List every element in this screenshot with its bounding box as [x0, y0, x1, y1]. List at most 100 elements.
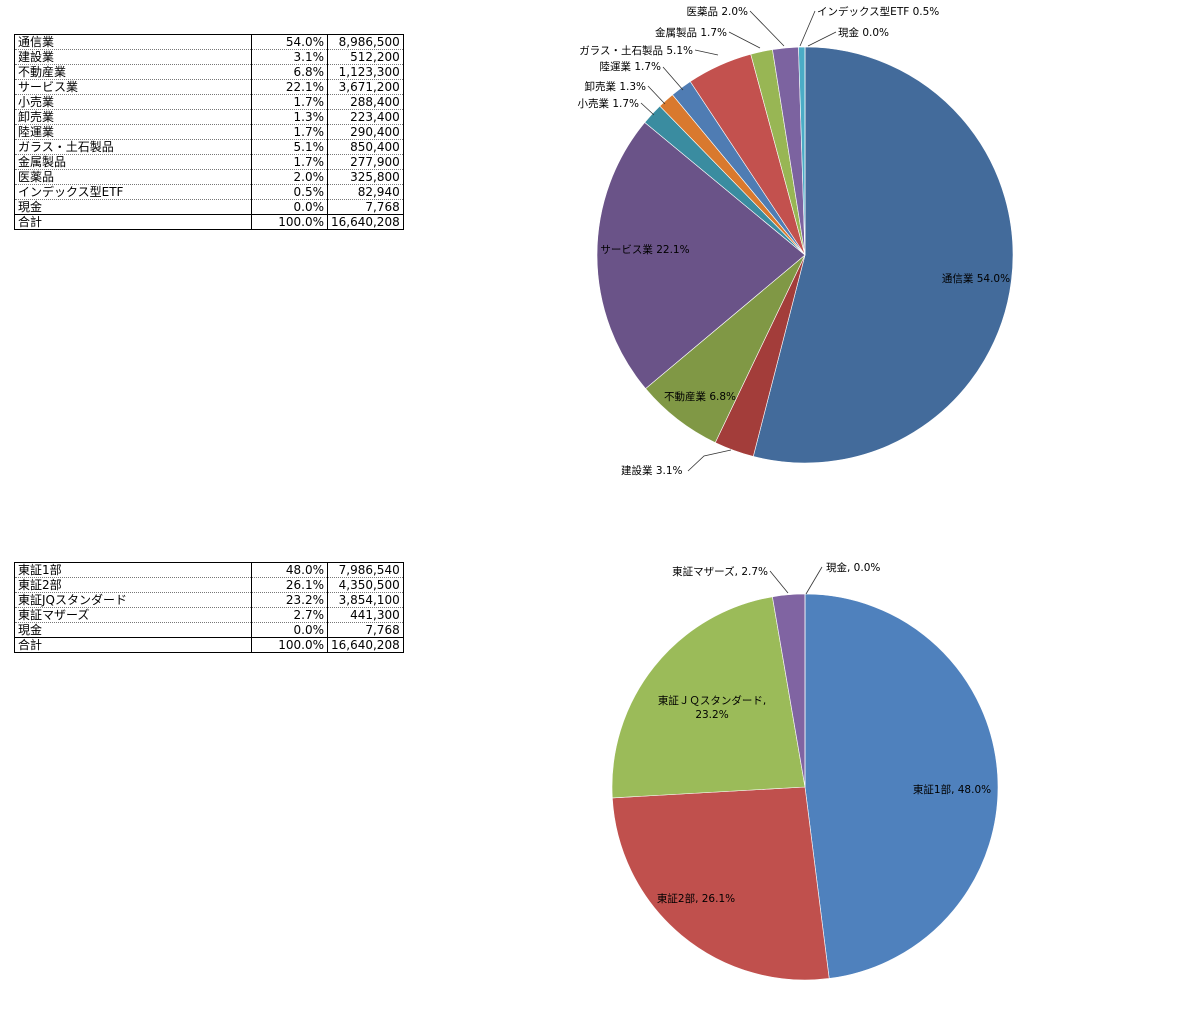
slice-data-label: 通信業 54.0% [942, 272, 1010, 285]
slice-data-label: 現金 0.0% [838, 26, 889, 39]
table-cell-name: 東証1部 [14, 562, 252, 578]
table-cell-percent: 1.3% [251, 109, 328, 125]
table-cell-percent: 54.0% [251, 34, 328, 50]
table-cell-percent: 1.7% [251, 154, 328, 170]
table-row: 東証1部 48.0% 7,986,540 [14, 562, 404, 578]
table-cell-name: 卸売業 [14, 109, 252, 125]
table-cell-amount: 850,400 [327, 139, 404, 155]
table-row: 小売業 1.7% 288,400 [14, 94, 404, 110]
table-cell-amount: 441,300 [327, 607, 404, 623]
table-row: 現金 0.0% 7,768 [14, 199, 404, 215]
table-cell-amount: 7,986,540 [327, 562, 404, 578]
table-cell-name: 小売業 [14, 94, 252, 110]
industry-pie-chart: 通信業 54.0% 建設業 3.1% 不動産業 6.8% サービス業 22.1% 小売業… [577, 5, 1014, 477]
slice-data-label: 建設業 3.1% [621, 464, 683, 477]
table-cell-amount: 290,400 [327, 124, 404, 140]
slice-data-label: 東証2部, 26.1% [657, 892, 735, 905]
table-cell-percent: 100.0% [251, 637, 328, 653]
slice-data-label: 金属製品 1.7% [655, 26, 727, 39]
table-cell-name: サービス業 [14, 79, 252, 95]
table-cell-name: 東証マザーズ [14, 607, 252, 623]
table-cell-name: 陸運業 [14, 124, 252, 140]
table-cell-amount: 277,900 [327, 154, 404, 170]
slice-data-label: 東証ＪＱスタンダード, 23.2% [658, 694, 766, 721]
table-cell-amount: 3,854,100 [327, 592, 404, 608]
table-cell-name: ガラス・土石製品 [14, 139, 252, 155]
table-cell-percent: 1.7% [251, 94, 328, 110]
table-cell-percent: 1.7% [251, 124, 328, 140]
table-row: インデックス型ETF 0.5% 82,940 [14, 184, 404, 200]
table-cell-amount: 16,640,208 [327, 637, 404, 653]
table-row: 金属製品 1.7% 277,900 [14, 154, 404, 170]
slice-data-label: 東証マザーズ, 2.7% [672, 565, 768, 578]
table-cell-amount: 82,940 [327, 184, 404, 200]
market-table: 東証1部 48.0% 7,986,540 東証2部 26.1% 4,350,500 東証JQ… [14, 562, 404, 653]
table-row: 建設業 3.1% 512,200 [14, 49, 404, 65]
table-row: 陸運業 1.7% 290,400 [14, 124, 404, 140]
leader-line [647, 85, 666, 105]
table-cell-name: 建設業 [14, 49, 252, 65]
table-cell-name: インデックス型ETF [14, 184, 252, 200]
slice-data-label: 現金, 0.0% [826, 561, 880, 574]
slice-data-label: 小売業 1.7% [577, 97, 639, 110]
table-cell-percent: 48.0% [251, 562, 328, 578]
table-cell-amount: 4,350,500 [327, 577, 404, 593]
table-cell-percent: 2.0% [251, 169, 328, 185]
table-cell-name: 通信業 [14, 34, 252, 50]
table-cell-amount: 7,768 [327, 622, 404, 638]
table-cell-percent: 0.5% [251, 184, 328, 200]
table-cell-name: 東証JQスタンダード [14, 592, 252, 608]
slice-data-label: インデックス型ETF 0.5% [817, 5, 939, 18]
table-cell-amount: 8,986,500 [327, 34, 404, 50]
table-row: 不動産業 6.8% 1,123,300 [14, 64, 404, 80]
table-row: 通信業 54.0% 8,986,500 [14, 34, 404, 50]
table-cell-percent: 22.1% [251, 79, 328, 95]
pie-slice [752, 46, 1014, 464]
market-pie-chart: 東証1部, 48.0% 東証2部, 26.1% 東証ＪＱスタンダード, 23.2% 東証… [611, 561, 999, 981]
leader-line [662, 66, 684, 91]
table-cell-amount: 3,671,200 [327, 79, 404, 95]
table-row: 東証2部 26.1% 4,350,500 [14, 577, 404, 593]
leader-line [640, 102, 655, 116]
slice-data-label: ガラス・土石製品 5.1% [579, 44, 693, 57]
leader-line [694, 49, 719, 56]
table-cell-percent: 6.8% [251, 64, 328, 80]
table-row: サービス業 22.1% 3,671,200 [14, 79, 404, 95]
leader-line [728, 31, 761, 49]
slice-data-label: 不動産業 6.8% [664, 390, 736, 403]
table-cell-amount: 223,400 [327, 109, 404, 125]
table-cell-name: 医薬品 [14, 169, 252, 185]
slice-data-label: 医薬品 2.0% [686, 6, 748, 18]
pie-slice [804, 593, 999, 979]
slice-data-label: 東証1部, 48.0% [913, 783, 991, 796]
leader-line [805, 566, 823, 595]
slice-data-label: 陸運業 1.7% [599, 60, 661, 73]
slice-data-label: サービス業 22.1% [600, 243, 689, 256]
industry-table: 通信業 54.0% 8,986,500 建設業 3.1% 512,200 不動産業 6.8% 1… [14, 34, 404, 230]
leader-line [687, 449, 732, 472]
table-row: 東証マザーズ 2.7% 441,300 [14, 607, 404, 623]
leader-line [769, 570, 789, 594]
table-row: 東証JQスタンダード 23.2% 3,854,100 [14, 592, 404, 608]
table-row: 医薬品 2.0% 325,800 [14, 169, 404, 185]
table-cell-amount: 16,640,208 [327, 214, 404, 230]
leader-line [807, 31, 837, 47]
pie-slice [596, 121, 806, 390]
table-cell-name: 不動産業 [14, 64, 252, 80]
pie-slice [611, 786, 830, 981]
table-cell-name: 合計 [14, 214, 252, 230]
table-cell-percent: 26.1% [251, 577, 328, 593]
table-cell-amount: 288,400 [327, 94, 404, 110]
table-cell-amount: 325,800 [327, 169, 404, 185]
table-cell-name: 東証2部 [14, 577, 252, 593]
pie-slice [611, 596, 806, 799]
table-row: ガラス・土石製品 5.1% 850,400 [14, 139, 404, 155]
table-cell-amount: 1,123,300 [327, 64, 404, 80]
table-cell-name: 合計 [14, 637, 252, 653]
table-cell-amount: 512,200 [327, 49, 404, 65]
leader-line [749, 10, 785, 47]
slice-data-label: 卸売業 1.3% [584, 80, 646, 93]
table-cell-percent: 3.1% [251, 49, 328, 65]
table-cell-name: 金属製品 [14, 154, 252, 170]
table-row: 卸売業 1.3% 223,400 [14, 109, 404, 125]
